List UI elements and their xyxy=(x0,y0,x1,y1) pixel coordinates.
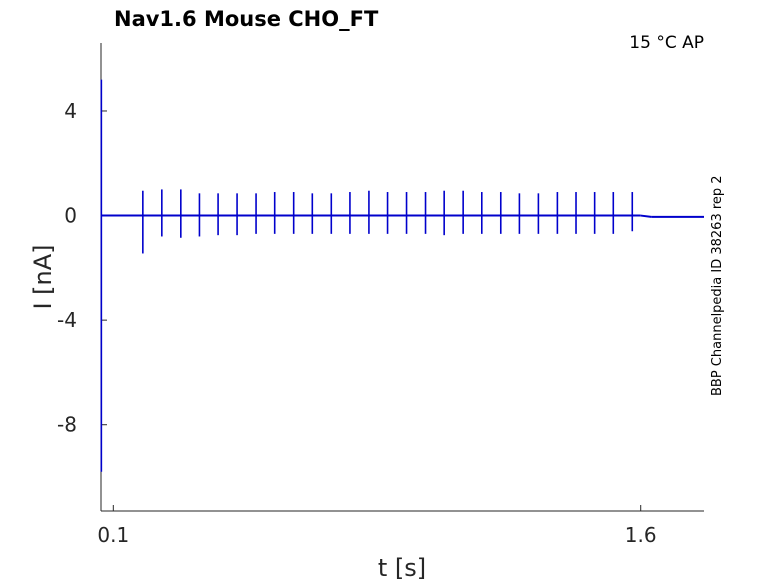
chart-title: Nav1.6 Mouse CHO_FT xyxy=(114,7,379,31)
x-ticks: 0.1 1.6 xyxy=(97,505,657,547)
y-axis-label: I [nA] xyxy=(29,244,57,309)
tail-transition xyxy=(640,214,652,218)
y-tick-label: -8 xyxy=(57,413,77,437)
current-trace xyxy=(100,79,704,472)
x-axis-label: t [s] xyxy=(378,554,426,582)
y-tick-label: -4 xyxy=(57,308,77,332)
y-tick-label: 0 xyxy=(64,204,77,228)
x-tick-label: 0.1 xyxy=(97,523,129,547)
plot-area: 4 0 -4 -8 0.1 1.6 xyxy=(57,43,704,547)
y-ticks: 4 0 -4 -8 xyxy=(57,99,107,437)
x-tick-label: 1.6 xyxy=(625,523,657,547)
condition-annotation: 15 °C AP xyxy=(629,33,704,53)
y-tick-label: 4 xyxy=(64,99,77,123)
channelpedia-id-label: BBP Channelpedia ID 38263 rep 2 xyxy=(710,175,725,396)
